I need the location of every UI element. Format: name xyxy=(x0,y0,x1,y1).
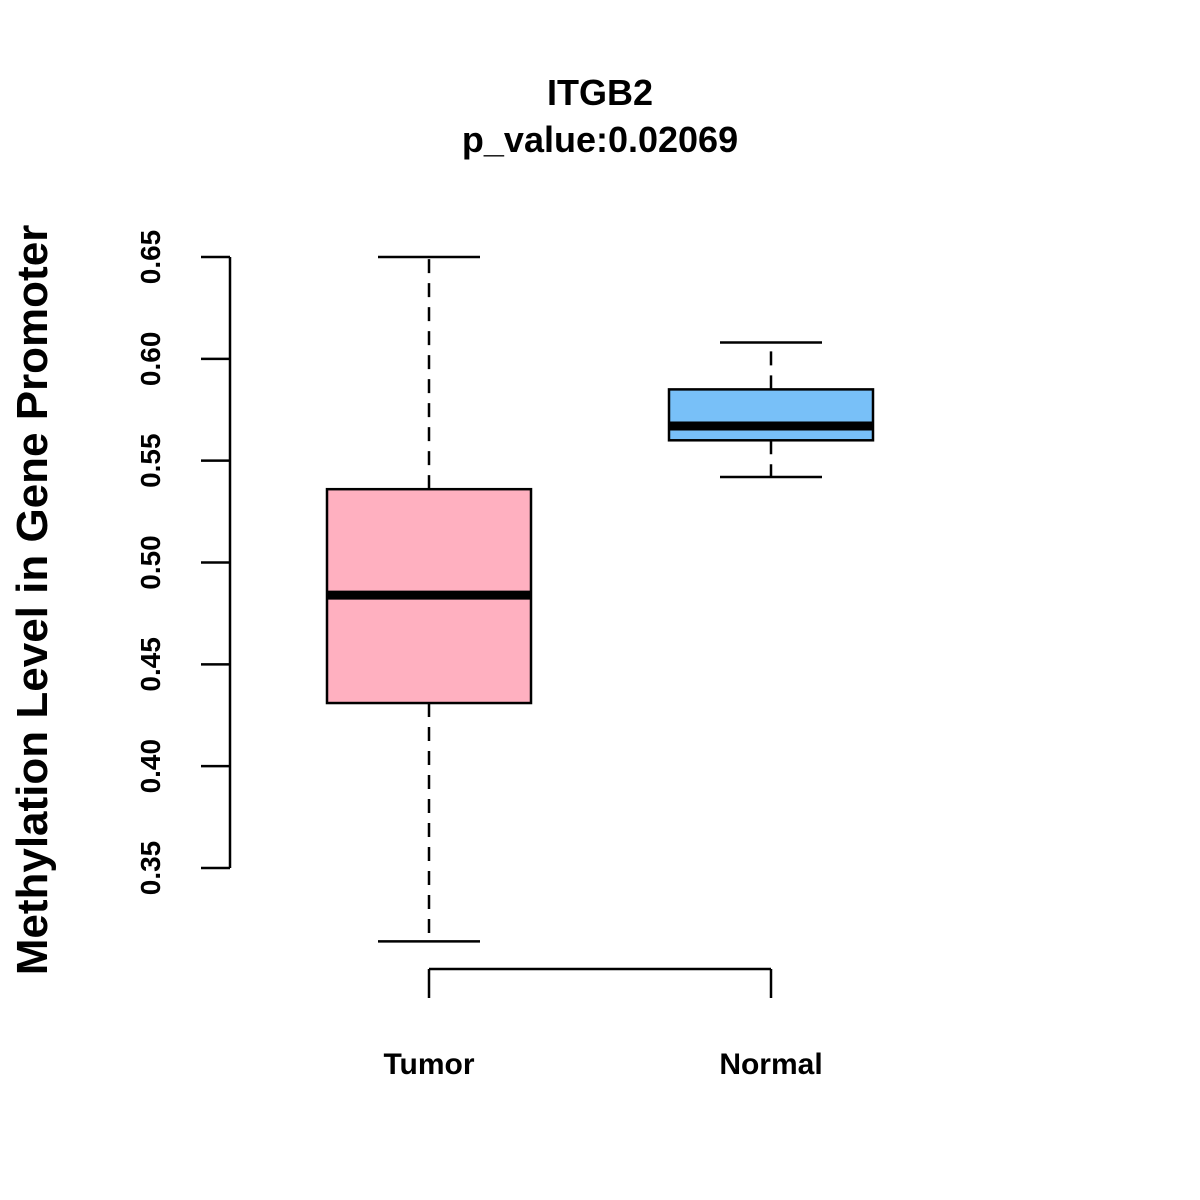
y-tick-label: 0.35 xyxy=(135,841,166,896)
y-tick-label: 0.60 xyxy=(135,332,166,387)
box-tumor xyxy=(325,255,533,943)
chart-title: ITGB2 xyxy=(547,72,653,113)
y-tick-label: 0.65 xyxy=(135,230,166,285)
x-axis: Tumor Normal xyxy=(383,967,823,1081)
x-tick-label: Normal xyxy=(719,1048,822,1081)
y-axis: 0.35 0.40 0.45 0.50 0.55 0.60 0.65 xyxy=(135,230,232,896)
y-tick-label: 0.55 xyxy=(135,433,166,488)
boxes-group xyxy=(325,255,875,943)
iqr-box xyxy=(667,388,875,442)
y-tick-label: 0.45 xyxy=(135,637,166,692)
box-normal xyxy=(667,341,875,479)
y-tick-label: 0.40 xyxy=(135,739,166,794)
chart-subtitle: p_value:0.02069 xyxy=(462,119,738,160)
y-tick-label: 0.50 xyxy=(135,535,166,590)
x-tick-label: Tumor xyxy=(383,1048,474,1081)
y-axis-label: Methylation Level in Gene Promoter xyxy=(8,225,57,976)
